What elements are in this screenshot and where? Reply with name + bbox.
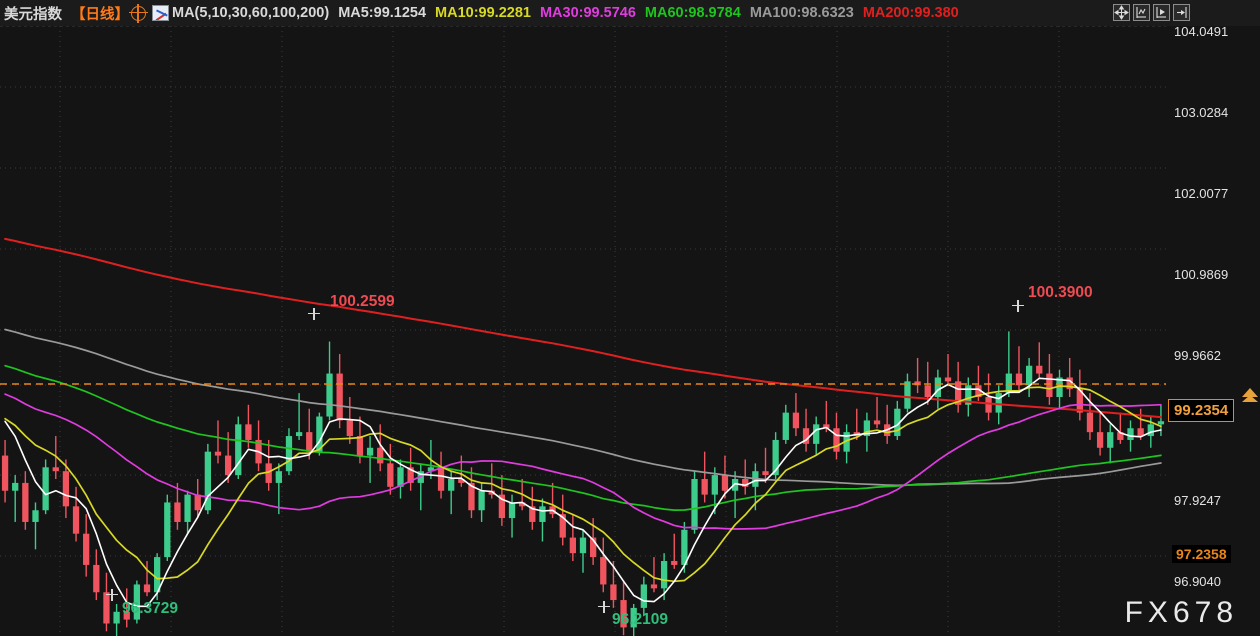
ma200-value: MA200:99.380: [862, 5, 959, 21]
crosshair-circle-icon[interactable]: [129, 3, 148, 23]
price-axis-tick: 96.9040: [1174, 574, 1221, 589]
candlestick-canvas: [0, 26, 1166, 636]
price-axis-tick: 104.0491: [1174, 24, 1229, 39]
ma60-value: MA60:98.9784: [644, 5, 741, 21]
ma5-value: MA5:99.1254: [338, 5, 427, 21]
ma30-value: MA30:99.5746: [539, 5, 636, 21]
price-axis-tick: 97.9247: [1174, 493, 1221, 508]
price-arrow-icon: [1242, 388, 1258, 397]
price-axis-tick: 99.9662: [1174, 348, 1221, 363]
current-price-tag[interactable]: 99.2354: [1168, 399, 1235, 422]
ma10-value: MA10:99.2281: [435, 5, 531, 21]
align-left-icon[interactable]: [1133, 4, 1150, 21]
jump-latest-icon[interactable]: [1173, 4, 1190, 21]
mini-chart-icon[interactable]: [152, 5, 169, 21]
symbol-period: 【日线】: [71, 6, 129, 23]
crosshair-move-icon[interactable]: [1113, 4, 1130, 21]
ma-config-label: MA(5,10,30,60,100,200): [172, 5, 330, 21]
secondary-price-tag: 97.2358: [1172, 545, 1231, 563]
price-axis[interactable]: 104.0491 103.0284 102.0077 100.9869 99.9662 9…: [1166, 24, 1260, 636]
price-axis-tick: 100.9869: [1174, 267, 1229, 282]
price-arrow-icon: [1242, 395, 1258, 402]
chart-header: 美元指数 【日线】 MA(5,10,30,60,100,200) MA5:99.…: [0, 0, 1260, 26]
price-axis-tick: 102.0077: [1174, 186, 1229, 201]
chart-plot-area[interactable]: [0, 26, 1166, 636]
price-axis-tick: 103.0284: [1174, 105, 1229, 120]
chart-toolbar: [1113, 4, 1190, 21]
watermark: FX678: [1124, 596, 1238, 629]
symbol-name: 美元指数: [4, 6, 62, 23]
ma100-value: MA100:98.6323: [749, 5, 854, 21]
align-right-icon[interactable]: [1153, 4, 1170, 21]
